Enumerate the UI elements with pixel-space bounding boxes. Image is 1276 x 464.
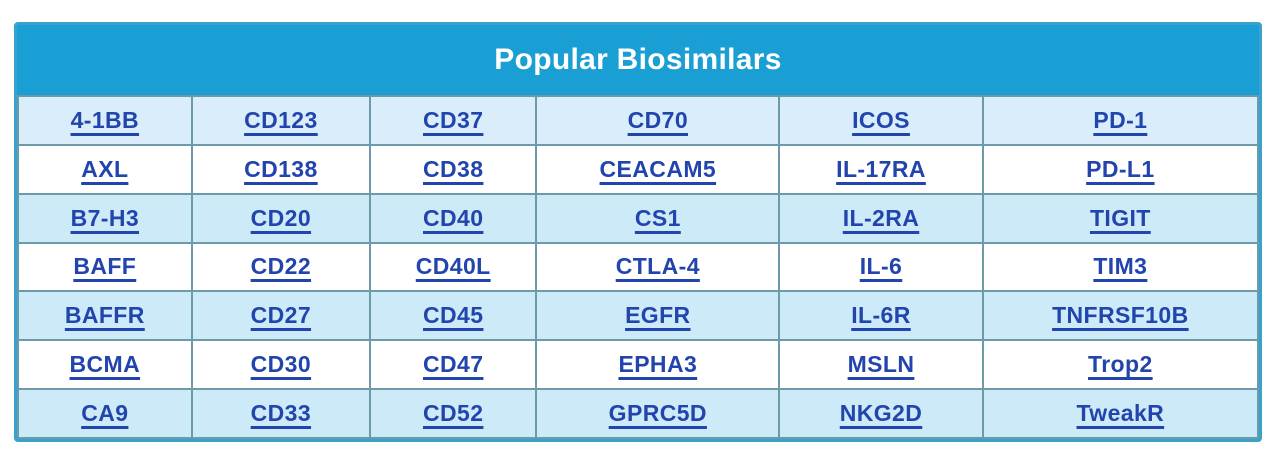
biosimilar-link[interactable]: CD138 bbox=[244, 155, 318, 182]
biosimilar-link[interactable]: CD20 bbox=[250, 204, 312, 231]
table-cell: CD52 bbox=[369, 388, 538, 439]
table-cell: IL-17RA bbox=[778, 143, 984, 195]
table-cell: CD45 bbox=[369, 290, 538, 342]
table-cell: EGFR bbox=[535, 290, 781, 342]
table-row: BCMA CD30 CD47 EPHA3 MSLN Trop2 bbox=[17, 339, 1259, 391]
biosimilars-grid: 4-1BB CD123 CD37 CD70 ICOS PD-1 AXL CD138 CD38 CE… bbox=[17, 95, 1259, 439]
table-cell: CEACAM5 bbox=[535, 143, 781, 195]
biosimilar-link[interactable]: CD40 bbox=[423, 204, 484, 231]
biosimilar-link[interactable]: IL-6 bbox=[859, 253, 903, 280]
biosimilar-link[interactable]: NKG2D bbox=[839, 400, 923, 427]
biosimilar-link[interactable]: IL-2RA bbox=[842, 204, 920, 231]
biosimilar-link[interactable]: GPRC5D bbox=[608, 400, 707, 427]
table-cell: AXL bbox=[17, 143, 193, 195]
biosimilars-table: Popular Biosimilars 4-1BB CD123 CD37 CD70 IC… bbox=[14, 22, 1262, 442]
grid-body: 4-1BB CD123 CD37 CD70 ICOS PD-1 AXL CD138 CD38 CE… bbox=[17, 95, 1259, 439]
table-cell: CD30 bbox=[190, 339, 372, 391]
table-cell: TNFRSF10B bbox=[981, 290, 1259, 342]
biosimilar-link[interactable]: AXL bbox=[81, 155, 129, 182]
biosimilar-link[interactable]: 4-1BB bbox=[70, 106, 140, 133]
biosimilar-link[interactable]: BCMA bbox=[69, 351, 141, 378]
biosimilar-link[interactable]: TweakR bbox=[1076, 400, 1165, 427]
table-cell: CD123 bbox=[190, 95, 372, 146]
table-cell: CD47 bbox=[369, 339, 538, 391]
biosimilar-link[interactable]: MSLN bbox=[847, 351, 915, 378]
table-cell: CD33 bbox=[190, 388, 372, 439]
biosimilar-link[interactable]: CD47 bbox=[423, 351, 484, 378]
biosimilar-link[interactable]: IL-17RA bbox=[836, 155, 926, 182]
table-cell: 4-1BB bbox=[17, 95, 193, 146]
table-cell: CD70 bbox=[535, 95, 781, 146]
table-title: Popular Biosimilars bbox=[494, 43, 782, 76]
table-header: Popular Biosimilars bbox=[17, 25, 1259, 95]
biosimilar-link[interactable]: B7-H3 bbox=[70, 204, 140, 231]
table-row: AXL CD138 CD38 CEACAM5 IL-17RA PD-L1 bbox=[17, 143, 1259, 195]
biosimilar-link[interactable]: CD27 bbox=[250, 302, 312, 329]
biosimilar-link[interactable]: TIM3 bbox=[1093, 253, 1148, 280]
table-cell: B7-H3 bbox=[17, 192, 193, 244]
biosimilar-link[interactable]: BAFFR bbox=[64, 302, 145, 329]
table-row: CA9 CD33 CD52 GPRC5D NKG2D TweakR bbox=[17, 388, 1259, 439]
table-cell: PD-1 bbox=[981, 95, 1259, 146]
table-cell: TIM3 bbox=[981, 241, 1259, 293]
table-cell: CD138 bbox=[190, 143, 372, 195]
biosimilar-link[interactable]: TIGIT bbox=[1089, 204, 1151, 231]
biosimilar-link[interactable]: CEACAM5 bbox=[599, 155, 717, 182]
biosimilar-link[interactable]: CD22 bbox=[250, 253, 312, 280]
table-cell: CD40 bbox=[369, 192, 538, 244]
biosimilar-link[interactable]: CD33 bbox=[250, 400, 312, 427]
table-cell: CD38 bbox=[369, 143, 538, 195]
biosimilar-link[interactable]: ICOS bbox=[852, 106, 910, 133]
biosimilar-link[interactable]: TNFRSF10B bbox=[1052, 302, 1189, 329]
biosimilar-link[interactable]: CD40L bbox=[415, 253, 491, 280]
table-cell: ICOS bbox=[778, 95, 984, 146]
biosimilar-link[interactable]: CD30 bbox=[250, 351, 312, 378]
table-cell: GPRC5D bbox=[535, 388, 781, 439]
table-cell: CTLA-4 bbox=[535, 241, 781, 293]
table-row: BAFFR CD27 CD45 EGFR IL-6R TNFRSF10B bbox=[17, 290, 1259, 342]
biosimilar-link[interactable]: CD123 bbox=[244, 106, 318, 133]
table-cell: CD27 bbox=[190, 290, 372, 342]
biosimilar-link[interactable]: BAFF bbox=[73, 253, 137, 280]
table-cell: EPHA3 bbox=[535, 339, 781, 391]
biosimilar-link[interactable]: CTLA-4 bbox=[615, 253, 700, 280]
biosimilar-link[interactable]: CD52 bbox=[423, 400, 484, 427]
biosimilar-link[interactable]: Trop2 bbox=[1088, 351, 1153, 378]
biosimilar-link[interactable]: PD-L1 bbox=[1086, 155, 1155, 182]
table-row: BAFF CD22 CD40L CTLA-4 IL-6 TIM3 bbox=[17, 241, 1259, 293]
table-row: 4-1BB CD123 CD37 CD70 ICOS PD-1 bbox=[17, 95, 1259, 146]
table-cell: CD22 bbox=[190, 241, 372, 293]
table-cell: TIGIT bbox=[981, 192, 1259, 244]
biosimilar-link[interactable]: CD37 bbox=[423, 106, 484, 133]
table-cell: PD-L1 bbox=[981, 143, 1259, 195]
biosimilar-link[interactable]: CD38 bbox=[423, 155, 484, 182]
table-cell: BAFF bbox=[17, 241, 193, 293]
table-cell: CD20 bbox=[190, 192, 372, 244]
biosimilar-link[interactable]: CD45 bbox=[423, 302, 484, 329]
table-cell: CD37 bbox=[369, 95, 538, 146]
table-cell: MSLN bbox=[778, 339, 984, 391]
table-cell: Trop2 bbox=[981, 339, 1259, 391]
biosimilar-link[interactable]: EPHA3 bbox=[618, 351, 698, 378]
table-cell: IL-2RA bbox=[778, 192, 984, 244]
biosimilar-link[interactable]: CD70 bbox=[627, 106, 689, 133]
table-cell: TweakR bbox=[981, 388, 1259, 439]
table-cell: BCMA bbox=[17, 339, 193, 391]
biosimilar-link[interactable]: IL-6R bbox=[851, 302, 911, 329]
table-cell: CD40L bbox=[369, 241, 538, 293]
biosimilar-link[interactable]: EGFR bbox=[625, 302, 691, 329]
biosimilar-link[interactable]: PD-1 bbox=[1093, 106, 1148, 133]
biosimilar-link[interactable]: CA9 bbox=[81, 400, 129, 427]
table-cell: CA9 bbox=[17, 388, 193, 439]
table-cell: IL-6 bbox=[778, 241, 984, 293]
table-row: B7-H3 CD20 CD40 CS1 IL-2RA TIGIT bbox=[17, 192, 1259, 244]
biosimilar-link[interactable]: CS1 bbox=[634, 204, 681, 231]
table-cell: CS1 bbox=[535, 192, 781, 244]
table-cell: NKG2D bbox=[778, 388, 984, 439]
table-cell: IL-6R bbox=[778, 290, 984, 342]
table-cell: BAFFR bbox=[17, 290, 193, 342]
